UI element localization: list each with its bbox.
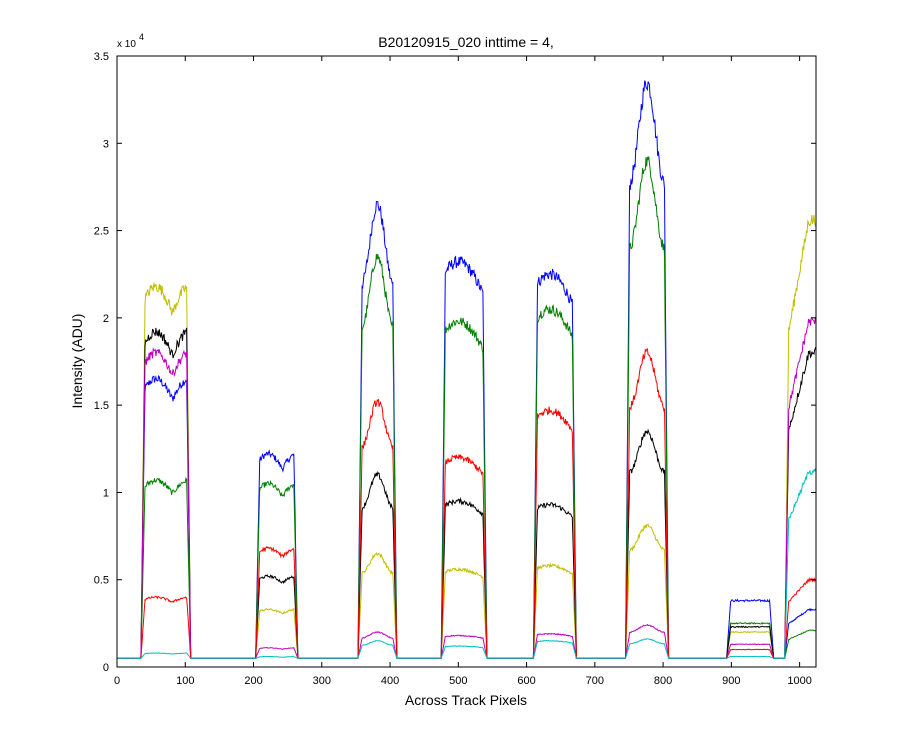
x-axis-label: Across Track Pixels bbox=[405, 692, 527, 708]
x-tick-label: 700 bbox=[586, 675, 604, 687]
y-tick-label: 3 bbox=[103, 138, 109, 150]
x-tick-label: 100 bbox=[176, 675, 194, 687]
y-tick-label: 2.5 bbox=[94, 226, 109, 238]
x-tick-label: 900 bbox=[722, 675, 740, 687]
x-tick-label: 500 bbox=[449, 675, 467, 687]
x-tick-label: 300 bbox=[313, 675, 331, 687]
y-tick-label: 3.5 bbox=[94, 51, 109, 63]
y-tick-label: 1 bbox=[103, 487, 109, 499]
y-tick-label: 0.5 bbox=[94, 575, 109, 587]
y-tick-label: 2 bbox=[103, 313, 109, 325]
y-tick-label: 0 bbox=[103, 662, 109, 674]
y-exponent-label: x 10 bbox=[117, 39, 136, 50]
x-tick-label: 800 bbox=[654, 675, 672, 687]
tick-layer: 0 100 200 300 400 500 600 700 800 900 1000 0 0.5 1 1.5… bbox=[94, 51, 816, 687]
x-tick-label: 1000 bbox=[787, 675, 811, 687]
plot-area-background bbox=[117, 56, 816, 667]
plot-area-frame bbox=[116, 55, 817, 668]
chart-title: B20120915_020 inttime = 4, bbox=[378, 34, 554, 50]
x-tick-label: 0 bbox=[114, 675, 120, 687]
x-tick-label: 200 bbox=[244, 675, 262, 687]
y-axis-label: Intensity (ADU) bbox=[69, 314, 85, 409]
series-line bbox=[117, 467, 817, 659]
y-tick-label: 1.5 bbox=[94, 400, 109, 412]
x-tick-label: 400 bbox=[381, 675, 399, 687]
series-layer bbox=[117, 80, 817, 659]
x-tick-label: 600 bbox=[517, 675, 535, 687]
y-exponent-value: 4 bbox=[139, 32, 144, 42]
